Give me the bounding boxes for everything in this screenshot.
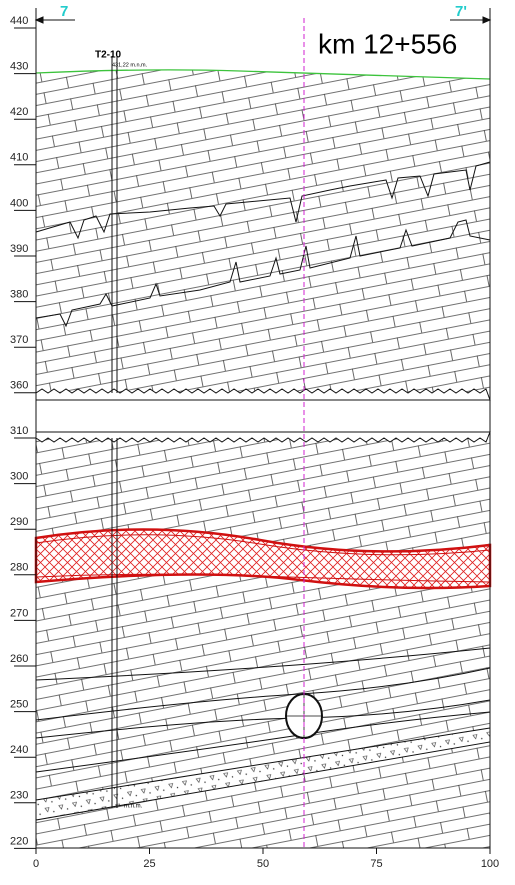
axes: 440 430 420 410 400 390 380 370 360 310 300 290 280 2…: [10, 15, 499, 870]
y-tick-label: 380: [10, 289, 28, 301]
y-tick-label: 250: [10, 699, 28, 711]
y-tick-label: 360: [10, 380, 28, 392]
axis-break: [35, 431, 491, 443]
y-tick-label: 410: [10, 152, 28, 164]
borehole-bottom: m.n.m.: [124, 804, 143, 810]
section-left: 7: [60, 3, 68, 20]
y-tick-label: 400: [10, 197, 28, 209]
karst-line: [35, 161, 491, 240]
y-tick-label: 420: [10, 106, 28, 118]
y-tick-label: 230: [10, 790, 28, 802]
fault-zone-inner: [35, 534, 491, 583]
y-tick-label: 390: [10, 243, 28, 255]
y-tick-label: 280: [10, 562, 28, 574]
station: km 12+556: [318, 28, 457, 59]
borehole-elevation: 431,22 m.n.m.: [112, 62, 148, 68]
y-tick-label: 430: [10, 61, 28, 73]
limestone-lower: [36, 438, 490, 848]
x-tick-label: 25: [143, 858, 155, 870]
limestone-upper: [36, 69, 490, 393]
y-tick-label: 270: [10, 607, 28, 619]
y-tick-label: 300: [10, 471, 28, 483]
x-tick-label: 100: [481, 858, 499, 870]
y-tick-label: 220: [10, 835, 28, 847]
x-tick-label: 0: [33, 858, 39, 870]
y-tick-label: 370: [10, 334, 28, 346]
y-tick-label: 440: [10, 15, 28, 27]
section-arrows: [34, 16, 492, 24]
section-right: 7': [455, 3, 467, 20]
borehole-name: T2-10: [95, 50, 122, 61]
x-tick-label: 50: [257, 858, 269, 870]
borehole: [111, 56, 118, 808]
y-tick-label: 260: [10, 653, 28, 665]
axis-break: [35, 388, 491, 401]
ground-line: [35, 69, 491, 80]
karst-line: [35, 219, 491, 328]
y-tick-label: 290: [10, 516, 28, 528]
y-tick-label: 240: [10, 744, 28, 756]
y-tick-label: 310: [10, 425, 28, 437]
x-tick-label: 75: [370, 858, 382, 870]
